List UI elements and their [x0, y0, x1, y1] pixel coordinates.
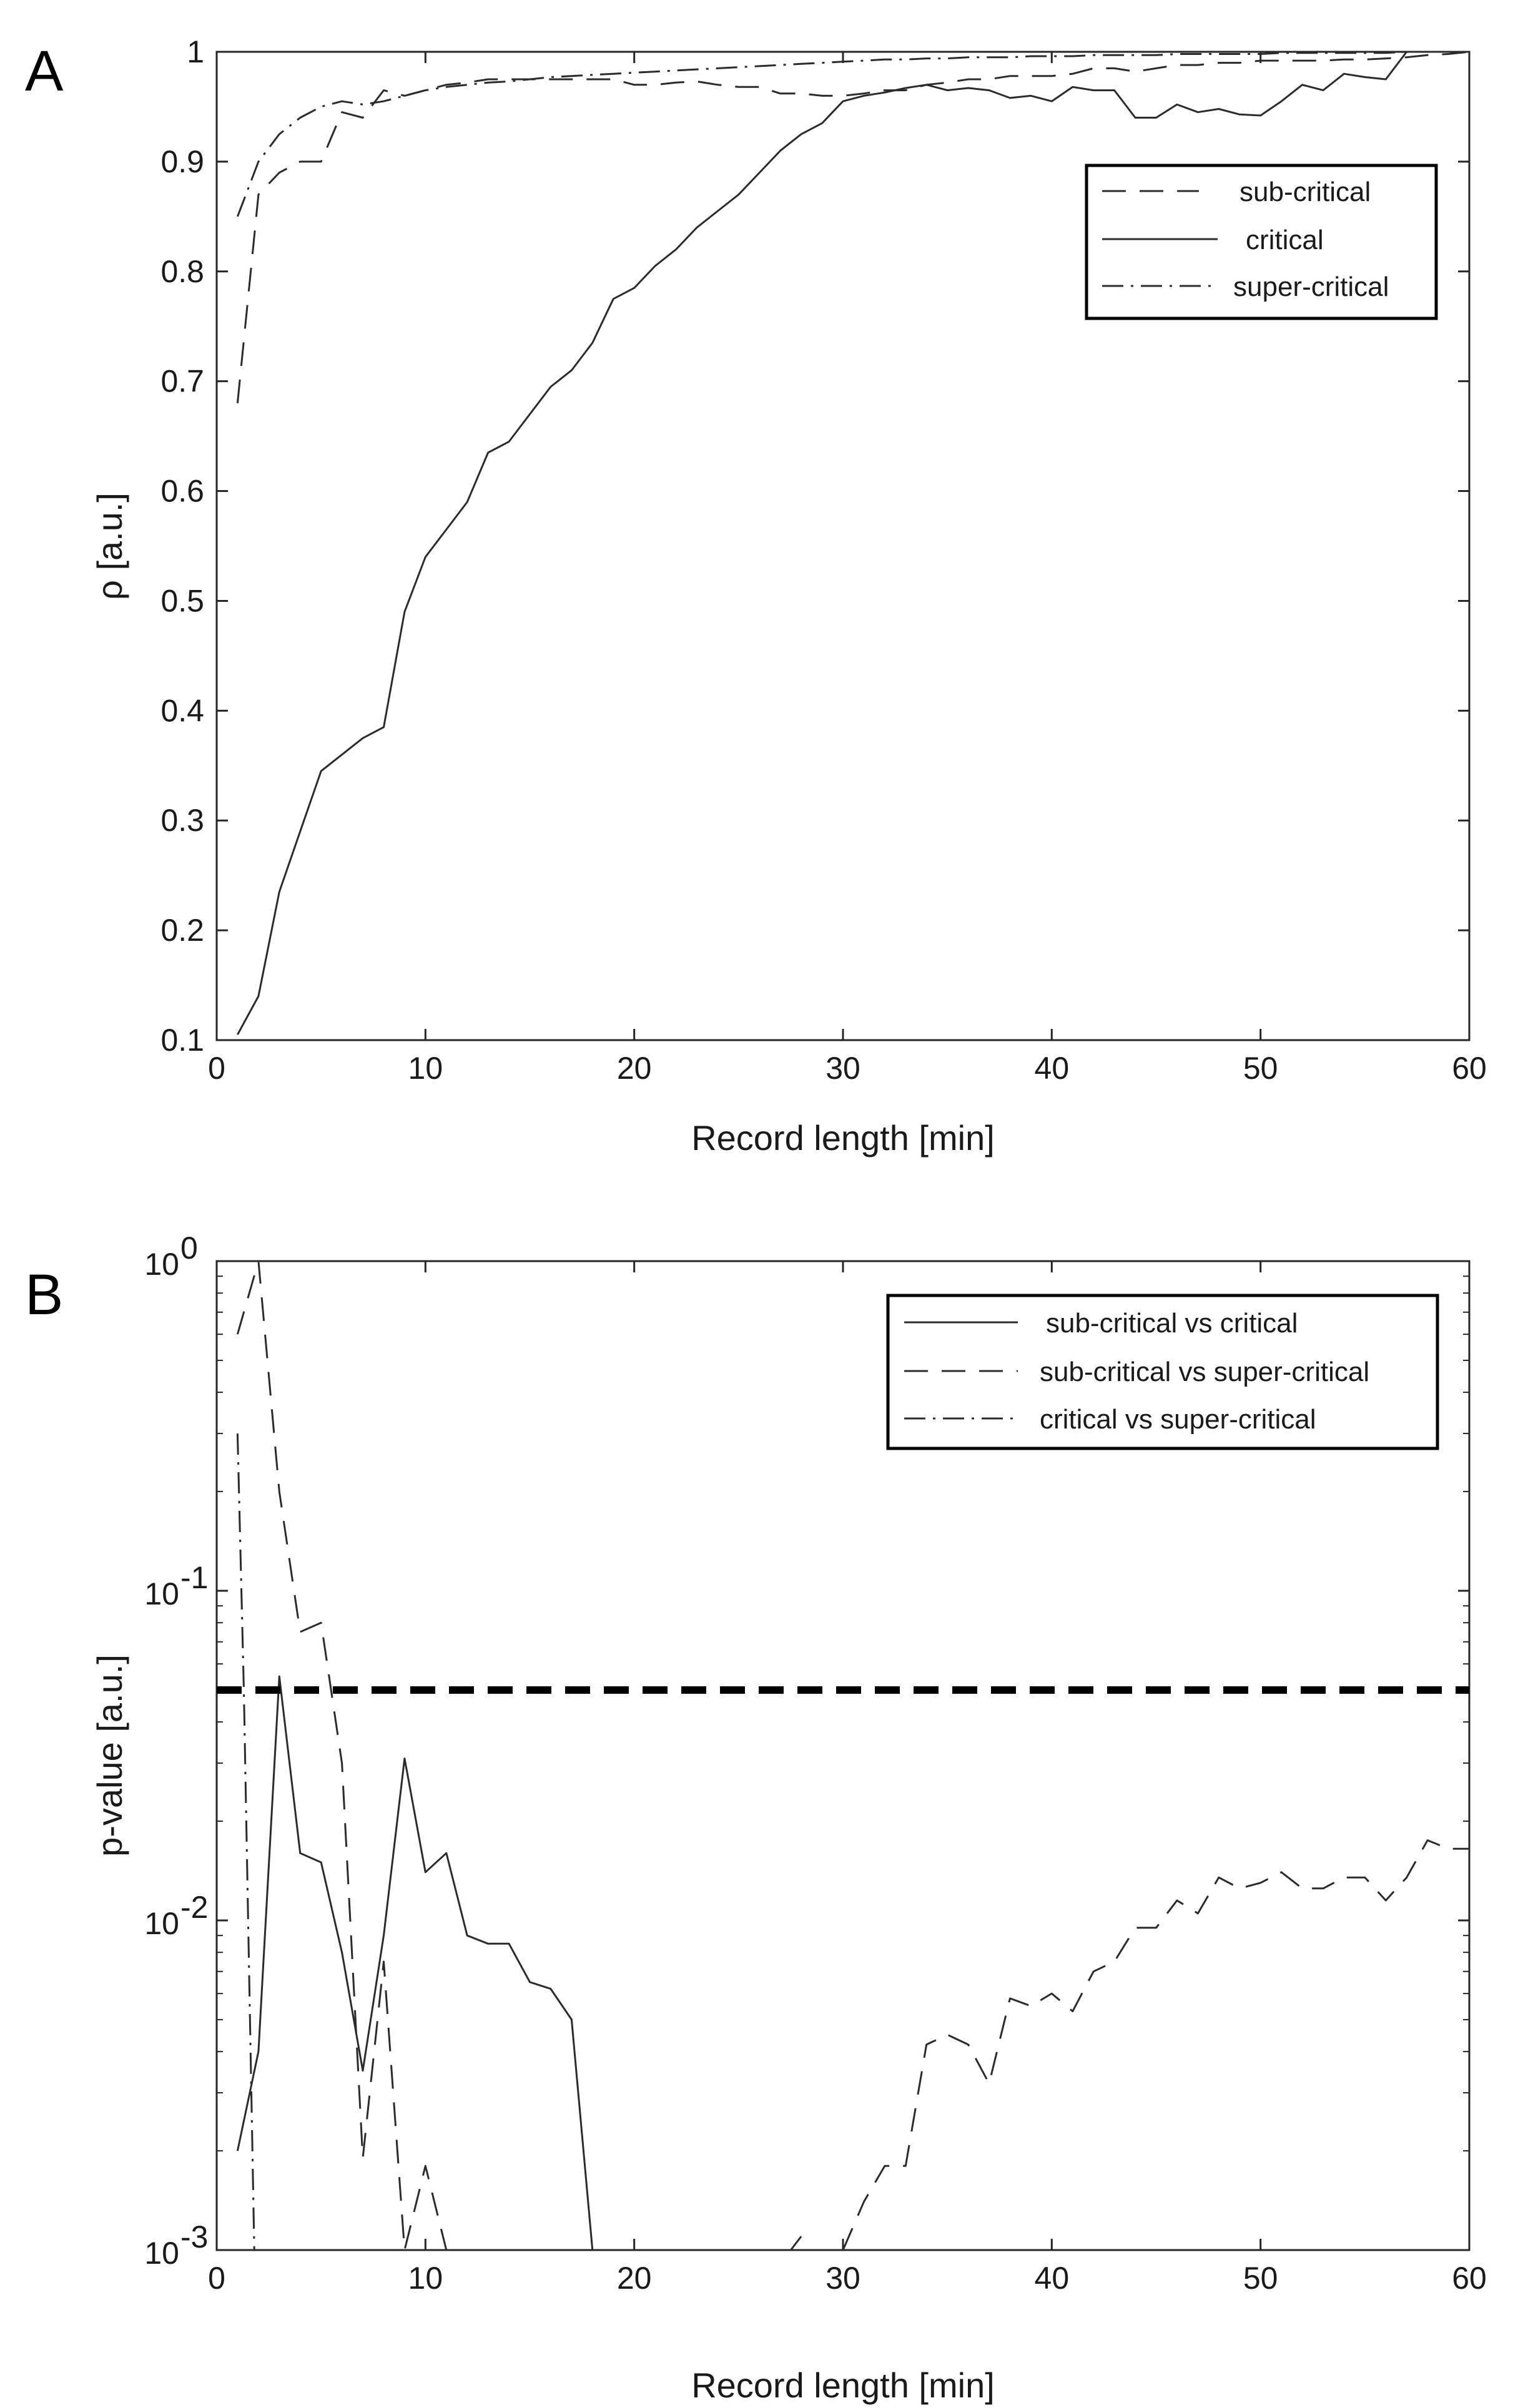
b-ytick-exponent: -3 [180, 2219, 208, 2254]
a-ytick-label: 0.9 [160, 144, 204, 179]
legend-b-critical-vs-super-label: critical vs super-critical [1040, 1404, 1316, 1435]
a-ytick-label: 0.1 [160, 1023, 204, 1058]
panel-b-legend: sub-critical vs critical sub-critical vs… [886, 1294, 1439, 1450]
panel-a-legend: sub-critical critical super-critical [1085, 164, 1438, 320]
b-xtick-label: 20 [617, 2261, 652, 2296]
a-xtick-label: 50 [1243, 1051, 1278, 1086]
b-ytick-label: 10 [144, 1576, 179, 1611]
series-sub-critical-vs-super-critical-segment-0 [236, 1260, 448, 2251]
panel-b-ylabel: p-value [a.u.] [90, 1654, 129, 1857]
a-ytick-label: 0.2 [160, 913, 204, 948]
a-xtick-label: 60 [1452, 1051, 1487, 1086]
b-xtick-label: 50 [1243, 2261, 1278, 2296]
a-xtick-label: 10 [408, 1051, 443, 1086]
b-xtick-label: 40 [1035, 2261, 1070, 2296]
a-xtick-label: 0 [208, 1051, 225, 1086]
legend-b-sub-vs-critical-label: sub-critical vs critical [1046, 1308, 1298, 1339]
legend-a-critical-label: critical [1246, 225, 1324, 255]
b-ytick-exponent: -1 [180, 1560, 208, 1595]
a-ytick-label: 0.7 [160, 364, 204, 399]
b-ytick-exponent: 0 [180, 1231, 198, 1265]
a-xtick-label: 20 [617, 1051, 652, 1086]
b-ytick-label: 10 [144, 1906, 179, 1941]
b-xtick-label: 10 [408, 2261, 443, 2296]
legend-a-sub-critical-label: sub-critical [1240, 177, 1371, 207]
a-ytick-label: 0.8 [160, 254, 204, 289]
series-critical-vs-super-critical [236, 1433, 255, 2251]
a-xtick-label: 30 [826, 1051, 860, 1086]
b-xtick-label: 0 [208, 2261, 225, 2296]
panel-b-xlabel: Record length [min] [691, 2366, 995, 2405]
a-ytick-label: 0.4 [160, 693, 204, 728]
panel-a-xlabel: Record length [min] [691, 1118, 995, 1157]
panel-a-ylabel: ρ [a.u.] [90, 493, 129, 600]
b-xtick-label: 60 [1452, 2261, 1487, 2296]
a-ytick-label: 0.6 [160, 474, 204, 509]
b-xtick-label: 30 [826, 2261, 860, 2296]
a-ytick-label: 0.3 [160, 803, 204, 838]
panel-a-label: A [25, 39, 64, 103]
panel-b-label: B [25, 1263, 63, 1327]
panel-a: A 0 10 20 30 40 50 60 0.1 0.2 0.3 0.4 0.5 0.6 0.7 0.8 0… [25, 34, 1487, 1157]
a-ytick-label: 1 [187, 34, 204, 69]
series-super-critical [236, 51, 1469, 217]
series-critical [237, 51, 1469, 1035]
a-xtick-label: 40 [1035, 1051, 1070, 1086]
series-sub-critical-vs-super-critical-segment-2 [842, 1839, 1469, 2251]
b-ytick-label: 10 [144, 1247, 179, 1282]
b-ytick-exponent: -2 [180, 1890, 208, 1925]
b-ytick-label: 10 [144, 2236, 179, 2271]
series-sub-critical-vs-critical [236, 1675, 594, 2251]
legend-a-super-critical-label: super-critical [1233, 272, 1389, 302]
legend-b-sub-vs-super-label: sub-critical vs super-critical [1040, 1357, 1369, 1387]
a-ytick-label: 0.5 [160, 583, 204, 618]
series-sub-critical-vs-super-critical-segment-1 [790, 2236, 802, 2251]
series-sub-critical [236, 51, 1470, 403]
